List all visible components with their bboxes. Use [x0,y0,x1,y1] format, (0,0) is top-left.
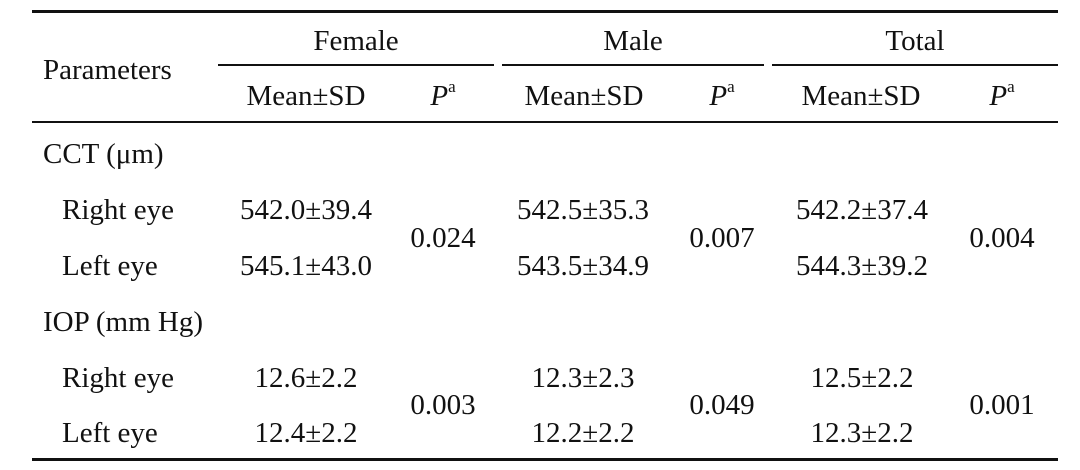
parameters-header: Parameters [43,54,172,86]
table-cell: 542.2±37.4 [796,194,928,226]
group-header-male: Male [603,25,663,57]
table-cell: 12.6±2.2 [254,362,358,394]
female-mean-sd-header: Mean±SD [246,80,366,112]
total-p-header: Pa [989,77,1015,112]
top-rule [32,10,1058,13]
male-mean-sd-header: Mean±SD [524,80,644,112]
p-value-cell: 0.004 [969,222,1035,254]
section-label-iop: IOP (mm Hg) [43,306,204,338]
row-label: Right eye [62,362,174,394]
row-label: Left eye [62,417,158,449]
table-cell: 543.5±34.9 [517,250,649,282]
total-underline [772,64,1058,66]
table-cell: 542.5±35.3 [517,194,649,226]
row-label: Right eye [62,194,174,226]
total-mean-sd-header: Mean±SD [801,80,921,112]
header-bottom-rule [32,121,1058,123]
p-value-cell: 0.001 [969,389,1035,421]
table-cell: 12.5±2.2 [810,362,914,394]
table-cell: 545.1±43.0 [240,250,372,282]
group-header-female: Female [313,25,399,57]
p-value-cell: 0.024 [410,222,476,254]
table-cell: 12.3±2.3 [531,362,635,394]
p-value-cell: 0.049 [689,389,755,421]
table-cell: 12.4±2.2 [254,417,358,449]
table-cell: 544.3±39.2 [796,250,928,282]
female-p-header: Pa [430,77,456,112]
p-value-cell: 0.007 [689,222,755,254]
bottom-rule [32,458,1058,461]
table-cell: 542.0±39.4 [240,194,372,226]
table-cell: 12.3±2.2 [810,417,914,449]
section-label-cct: CCT (μm) [43,138,164,170]
p-value-cell: 0.003 [410,389,476,421]
male-p-header: Pa [709,77,735,112]
table-cell: 12.2±2.2 [531,417,635,449]
male-underline [502,64,764,66]
group-header-total: Total [885,25,945,57]
row-label: Left eye [62,250,158,282]
female-underline [218,64,494,66]
